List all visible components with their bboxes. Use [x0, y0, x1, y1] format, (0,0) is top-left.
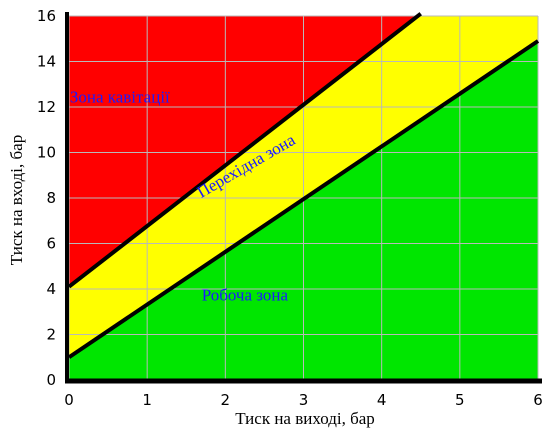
x-tick-label: 2 — [221, 391, 231, 409]
y-tick-label: 2 — [46, 326, 56, 344]
x-tick-label: 5 — [455, 391, 465, 409]
boundary-line-upper — [67, 12, 422, 289]
y-tick-label: 6 — [46, 235, 56, 253]
y-tick-label: 14 — [37, 53, 56, 71]
x-tick-label: 3 — [299, 391, 309, 409]
y-tick-label: 12 — [37, 98, 56, 116]
y-tick-label: 8 — [46, 189, 56, 207]
boundary-line-lower — [67, 39, 540, 359]
y-tick-label: 16 — [37, 7, 56, 25]
zone-label: Зона кавітації — [70, 87, 170, 106]
x-tick-label: 1 — [142, 391, 152, 409]
x-tick-label: 6 — [533, 391, 543, 409]
x-axis-title: Тиск на виході, бар — [235, 409, 375, 428]
zone-label: Робоча зона — [202, 285, 289, 304]
y-axis-title: Тиск на вході, бар — [7, 135, 26, 265]
x-tick-label: 0 — [64, 391, 74, 409]
y-tick-label: 0 — [46, 371, 56, 389]
y-tick-label: 10 — [37, 144, 56, 162]
x-tick-label: 4 — [377, 391, 387, 409]
zone-area-cavitation — [69, 16, 538, 287]
y-tick-label: 4 — [46, 280, 56, 298]
